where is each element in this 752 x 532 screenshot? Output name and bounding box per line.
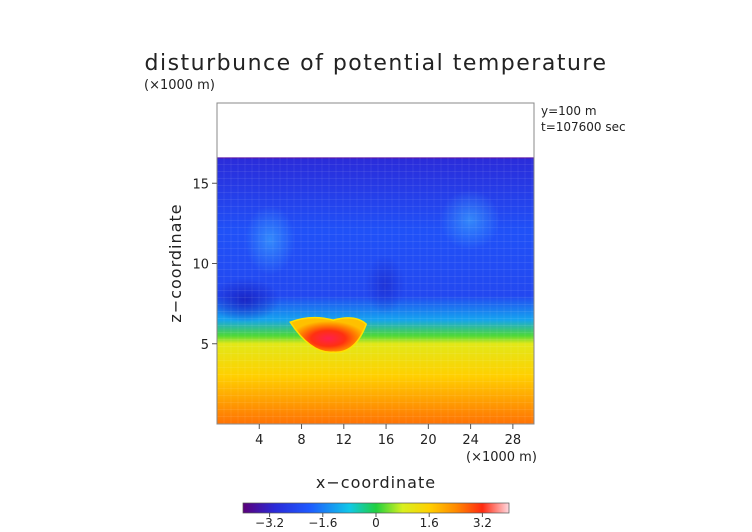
x-tick-label: 28	[505, 433, 522, 448]
x-axis-ticks: 4 8 12 16 20 24 28	[255, 424, 521, 448]
colorbar-tick-label: −3.2	[255, 516, 284, 530]
y-tick-label: 15	[192, 177, 209, 192]
x-axis-label: x−coordinate	[316, 473, 436, 492]
colorbar-tick-label: 1.6	[420, 516, 439, 530]
x-tick-label: 24	[462, 433, 479, 448]
cold-patch-right	[365, 255, 405, 315]
colorbar	[242, 502, 510, 514]
colorbar-tick-label: 3.2	[473, 516, 492, 530]
cyan-patch-upper	[245, 205, 295, 275]
plot-area	[217, 103, 534, 424]
colorbar-tick-label: −1.6	[308, 516, 337, 530]
x-tick-label: 8	[297, 433, 305, 448]
grid-lines	[217, 157, 534, 424]
cyan-patch-upper-2	[440, 190, 500, 250]
y-tick-label: 5	[201, 338, 209, 353]
x-tick-label: 4	[255, 433, 263, 448]
y-axis-label: z−coordinate	[166, 203, 185, 322]
cold-patch-left	[217, 278, 280, 322]
chart-title: disturbunce of potential temperature	[145, 51, 608, 76]
y-tick-label: 10	[192, 258, 209, 273]
annotation-y: y=100 m	[541, 104, 597, 118]
x-tick-label: 16	[378, 433, 395, 448]
x-tick-label: 20	[420, 433, 437, 448]
x-tick-label: 12	[336, 433, 353, 448]
warm-anomaly	[289, 316, 368, 353]
y-axis-ticks: 5 10 15	[192, 177, 217, 353]
x-unit-label: (×1000 m)	[466, 450, 537, 465]
annotation-t: t=107600 sec	[541, 120, 626, 134]
colorbar-ticks: −3.2 −1.6 0 1.6 3.2	[255, 513, 492, 530]
colorbar-tick-label: 0	[372, 516, 380, 530]
y-unit-label: (×1000 m)	[144, 78, 215, 93]
